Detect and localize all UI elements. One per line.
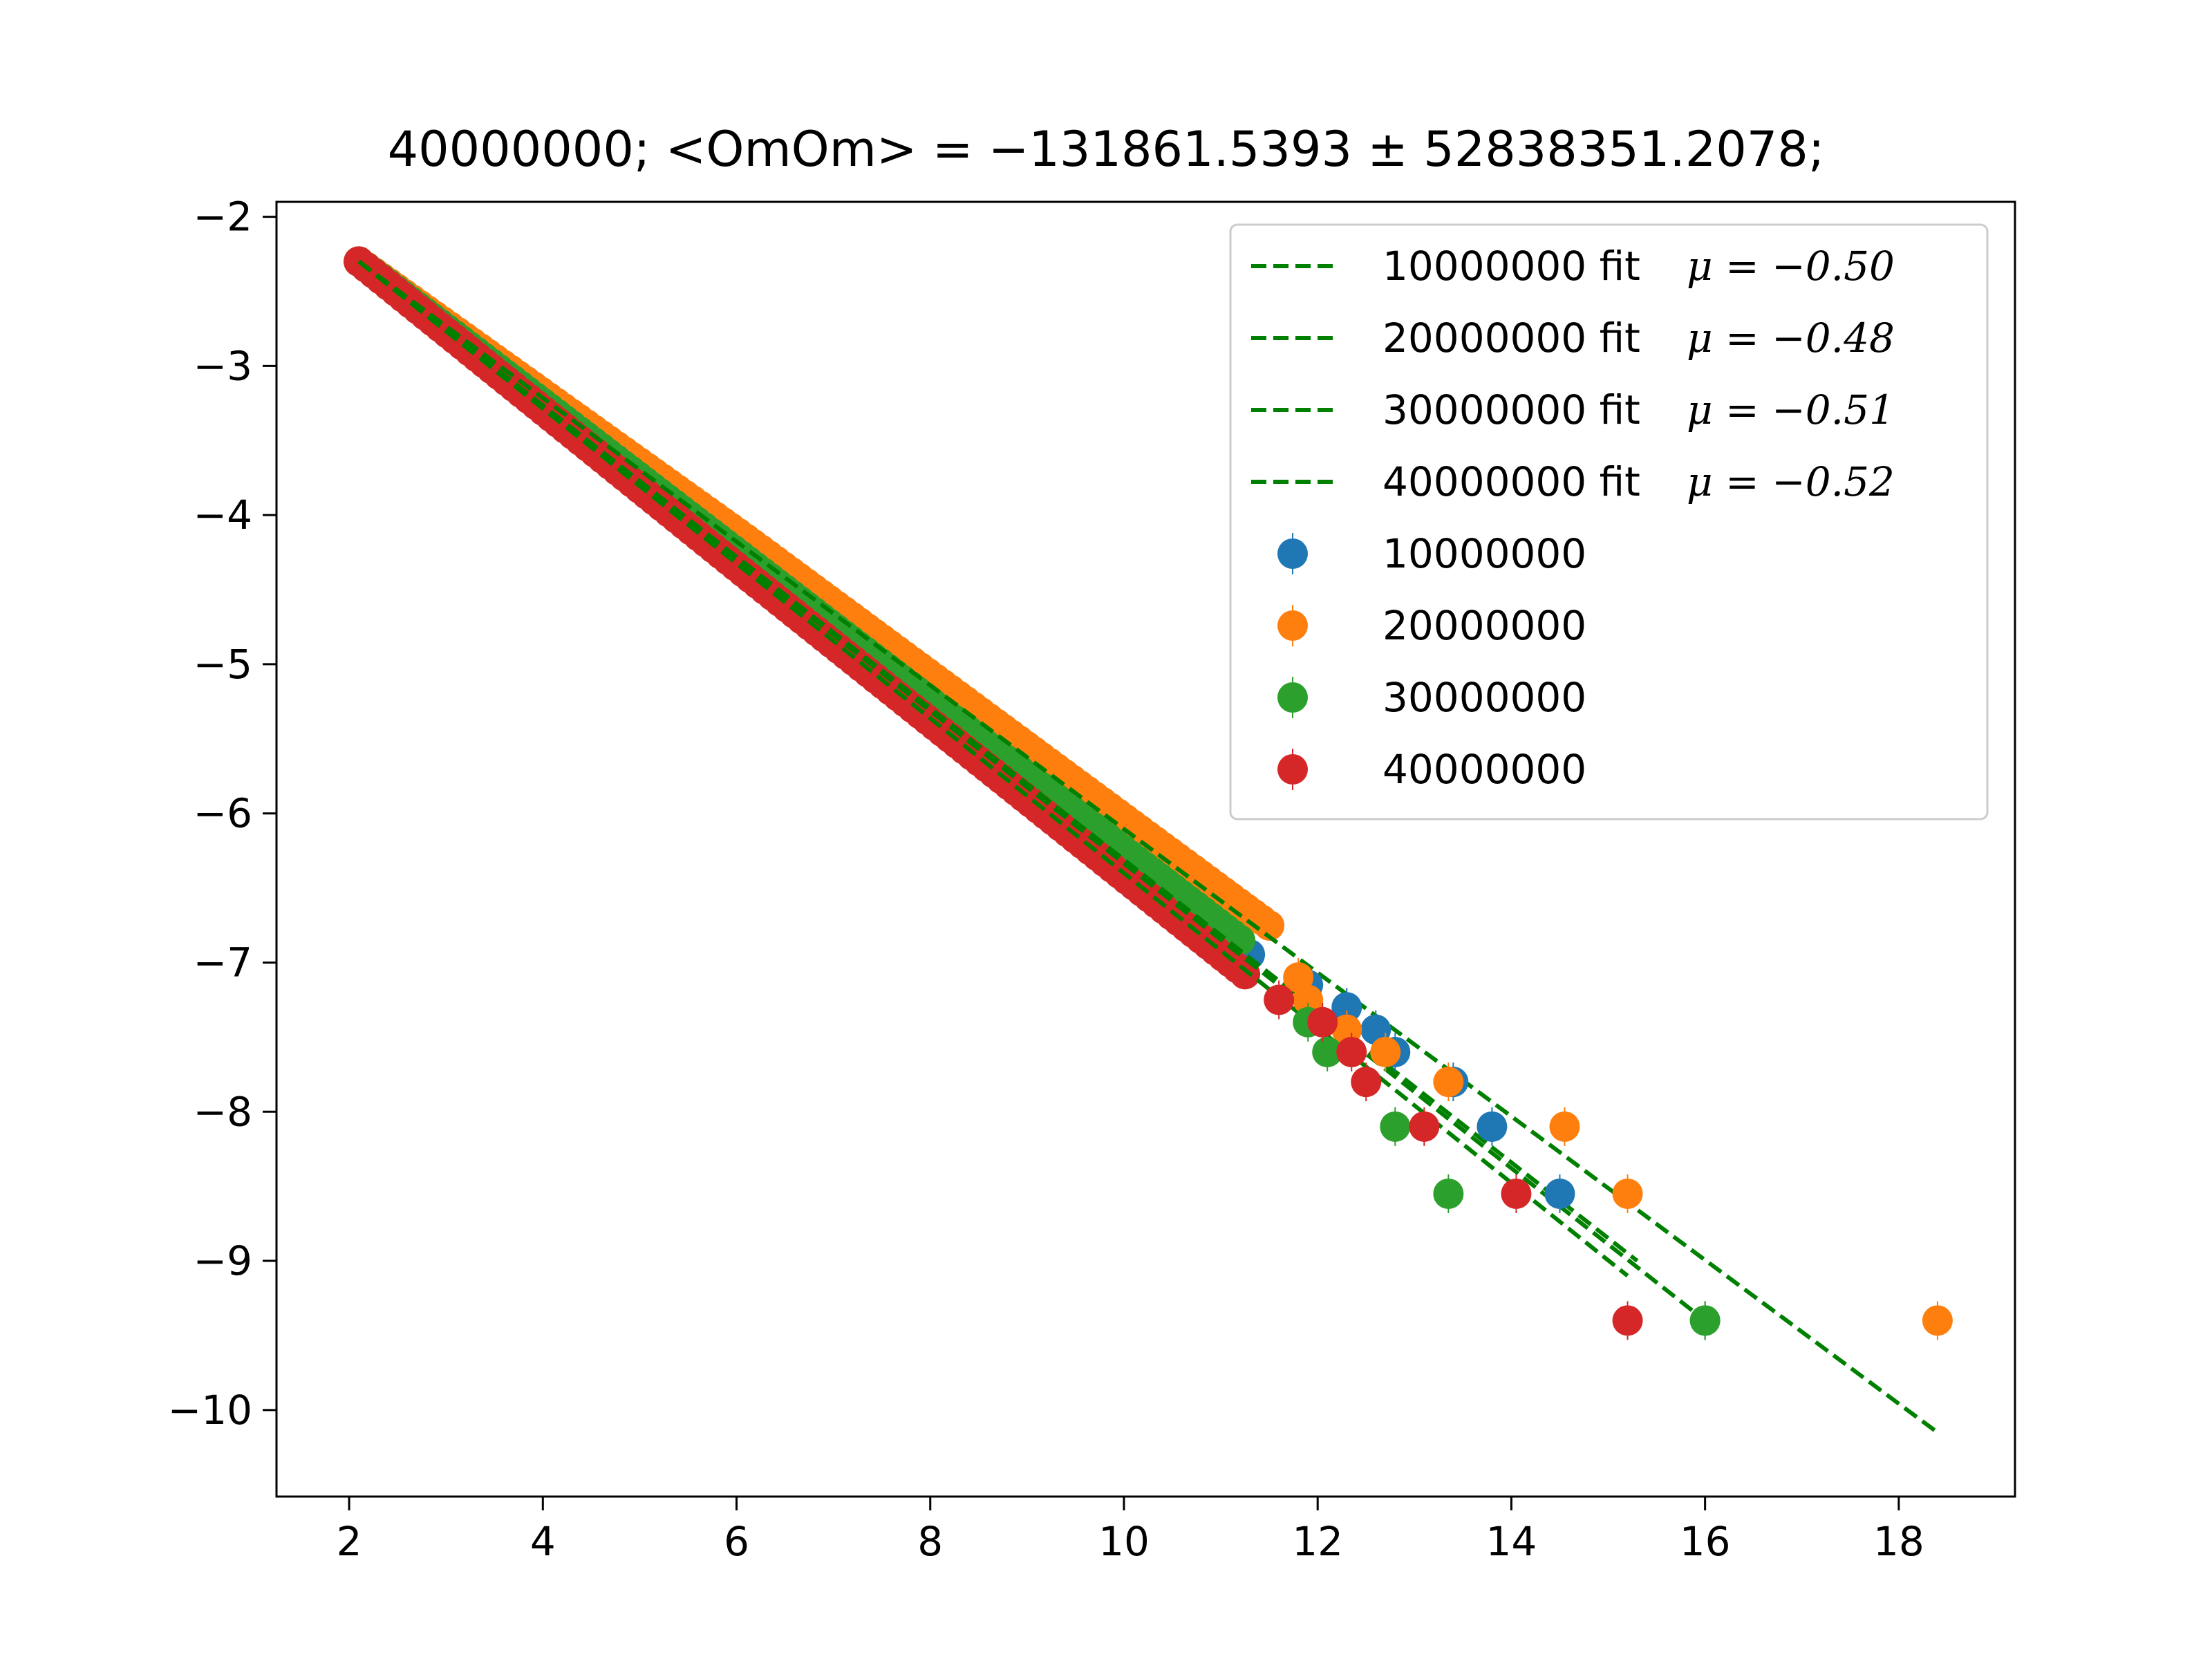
legend-series-marker	[1277, 682, 1308, 713]
y-tick-label: −7	[194, 939, 253, 986]
axes-frame	[275, 200, 2016, 1498]
fit-line	[357, 259, 1707, 1322]
plot-area	[344, 246, 1953, 1434]
y-tick-label: −8	[194, 1088, 253, 1135]
fit-line	[357, 259, 1939, 1434]
legend-fit-mu: μ = −0.51	[1687, 386, 1895, 433]
y-tick-label: −9	[194, 1237, 253, 1284]
x-tick-label: 8	[917, 1518, 943, 1565]
legend-series-label: 20000000	[1382, 602, 1586, 649]
data-point	[1336, 1036, 1367, 1067]
data-point	[1370, 1036, 1401, 1067]
x-tick-label: 2	[337, 1518, 362, 1565]
legend-series-label: 30000000	[1382, 674, 1586, 721]
legend-fit-label: 30000000 fit	[1382, 386, 1640, 433]
data-point	[1549, 1111, 1580, 1142]
y-axis: −2 −3 −4 −5 −6 −7 −8 −9 −10	[168, 194, 276, 1434]
data-point	[1922, 1305, 1953, 1336]
chart-title: 40000000; <OmOm> = −131861.5393 ± 528383…	[388, 121, 1825, 178]
data-point	[1264, 984, 1295, 1015]
x-tick-label: 6	[724, 1518, 749, 1565]
y-tick-label: −5	[194, 641, 253, 688]
data-point	[1307, 1006, 1338, 1038]
data-point	[1612, 1305, 1643, 1336]
legend-series-label: 40000000	[1382, 746, 1586, 793]
y-tick-label: −4	[194, 491, 253, 538]
data-point	[1312, 1036, 1343, 1067]
data-point	[1409, 1111, 1440, 1142]
data-point	[1351, 1067, 1382, 1098]
x-tick-label: 12	[1292, 1518, 1343, 1565]
data-point	[1293, 984, 1324, 1015]
data-point	[1477, 1111, 1508, 1142]
legend: 10000000 fit μ = −0.50 20000000 fit μ = −…	[1229, 223, 1989, 821]
x-tick-label: 4	[530, 1518, 556, 1565]
data-point	[1544, 1178, 1575, 1209]
y-tick-label: −10	[168, 1387, 252, 1434]
x-tick-label: 16	[1680, 1518, 1731, 1565]
data-point	[1433, 1067, 1464, 1098]
y-tick-label: −2	[194, 194, 253, 241]
data-point	[1501, 1178, 1532, 1209]
x-tick-label: 10	[1098, 1518, 1150, 1565]
series-tail-40000000	[1264, 980, 1643, 1340]
legend-fit-label: 10000000 fit	[1382, 243, 1640, 290]
y-tick-label: −3	[194, 342, 253, 389]
legend-fit-mu: μ = −0.52	[1687, 458, 1895, 505]
data-point	[1331, 992, 1362, 1023]
legend-series-marker	[1277, 610, 1308, 641]
x-tick-label: 14	[1486, 1518, 1537, 1565]
legend-fit-mu: μ = −0.48	[1687, 315, 1895, 362]
data-point	[1612, 1178, 1643, 1209]
data-point	[1433, 1178, 1464, 1209]
legend-fit-mu: μ = −0.50	[1687, 243, 1895, 290]
data-point	[1689, 1305, 1721, 1336]
x-tick-label: 18	[1873, 1518, 1924, 1565]
series-tail-20000000	[1283, 958, 1953, 1340]
y-tick-label: −6	[194, 790, 253, 837]
data-point	[1254, 910, 1285, 941]
data-point	[1380, 1111, 1411, 1142]
fit-line	[357, 259, 1629, 1277]
x-axis: 2 4 6 8 10 12 14 16 18	[337, 1497, 1924, 1565]
series-tail-30000000	[1293, 1002, 1721, 1340]
legend-series-marker	[1277, 754, 1308, 785]
legend-series-label: 10000000	[1382, 530, 1586, 577]
legend-series-marker	[1277, 538, 1308, 569]
legend-fit-label: 40000000 fit	[1382, 458, 1640, 505]
legend-fit-label: 20000000 fit	[1382, 315, 1640, 362]
legend-box	[1229, 223, 1989, 821]
